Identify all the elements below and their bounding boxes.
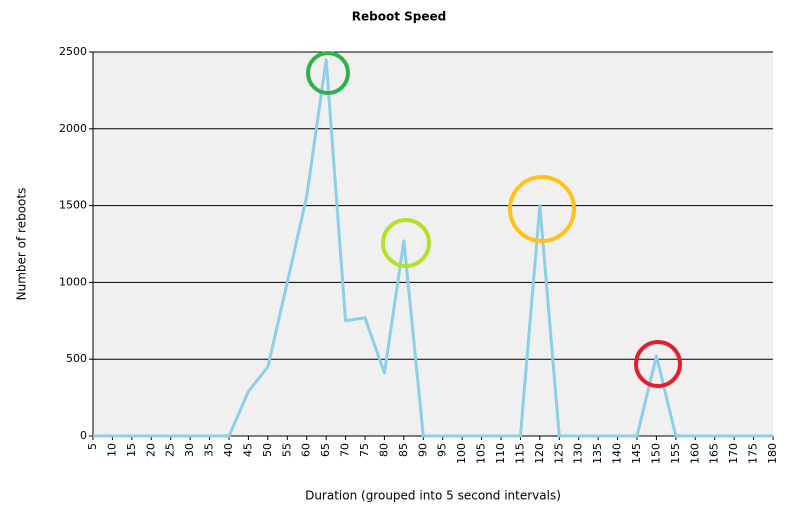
y-tick-label: 1000	[59, 275, 87, 288]
highlight-circle	[508, 175, 576, 243]
x-tick-label: 30	[183, 443, 196, 457]
x-tick-label: 75	[358, 443, 371, 457]
x-tick-label: 115	[513, 443, 526, 464]
x-tick-label: 105	[475, 443, 488, 464]
x-tick-label: 10	[105, 443, 118, 457]
x-tick-label: 15	[125, 443, 138, 457]
x-tick-label: 85	[397, 443, 410, 457]
chart-title: Reboot Speed	[352, 10, 446, 24]
x-tick-label: 150	[649, 443, 662, 464]
x-tick-label: 180	[766, 443, 779, 464]
x-tick-label: 60	[300, 443, 313, 457]
y-tick-label: 500	[66, 352, 87, 365]
highlight-circle	[306, 51, 350, 95]
x-tick-label: 40	[222, 443, 235, 457]
x-tick-label: 45	[241, 443, 254, 457]
y-tick-label: 1500	[59, 199, 87, 212]
x-tick-label: 165	[708, 443, 721, 464]
x-tick-label: 170	[727, 443, 740, 464]
x-tick-label: 90	[416, 443, 429, 457]
x-tick-label: 50	[261, 443, 274, 457]
y-axis-label: Number of reboots	[15, 188, 29, 301]
x-tick-label: 175	[747, 443, 760, 464]
x-tick-label: 65	[319, 443, 332, 457]
y-tick-label: 0	[80, 429, 87, 442]
annotations	[306, 51, 682, 388]
x-tick-label: 80	[377, 443, 390, 457]
x-tick-label: 20	[144, 443, 157, 457]
x-tick-label: 135	[591, 443, 604, 464]
x-tick-label: 145	[630, 443, 643, 464]
x-tick-label: 70	[339, 443, 352, 457]
x-tick-label: 25	[164, 443, 177, 457]
x-tick-label: 120	[533, 443, 546, 464]
x-tick-label: 100	[455, 443, 468, 464]
marks: 0 500 1000 1500 2000 2500 5 10 15 20 25 30 35 40 45 50 5…	[59, 45, 779, 464]
highlight-circle	[381, 218, 431, 268]
x-tick-label: 130	[572, 443, 585, 464]
x-tick-label: 160	[688, 443, 701, 464]
x-tick-label: 55	[280, 443, 293, 457]
x-tick-label: 155	[669, 443, 682, 464]
x-tick-label: 125	[552, 443, 565, 464]
x-tick-label: 35	[203, 443, 216, 457]
y-tick-label: 2000	[59, 122, 87, 135]
x-tick-label: 140	[611, 443, 624, 464]
plot-area	[93, 52, 773, 436]
data-line	[93, 58, 773, 438]
highlight-circle	[634, 340, 682, 388]
x-tick-label: 95	[436, 443, 449, 457]
x-tick-label: 5	[86, 443, 99, 450]
y-tick-label: 2500	[59, 45, 87, 58]
x-axis-label: Duration (grouped into 5 second interval…	[305, 489, 561, 503]
x-tick-label: 110	[494, 443, 507, 464]
